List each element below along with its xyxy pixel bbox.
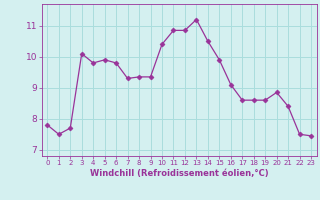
X-axis label: Windchill (Refroidissement éolien,°C): Windchill (Refroidissement éolien,°C) [90, 169, 268, 178]
